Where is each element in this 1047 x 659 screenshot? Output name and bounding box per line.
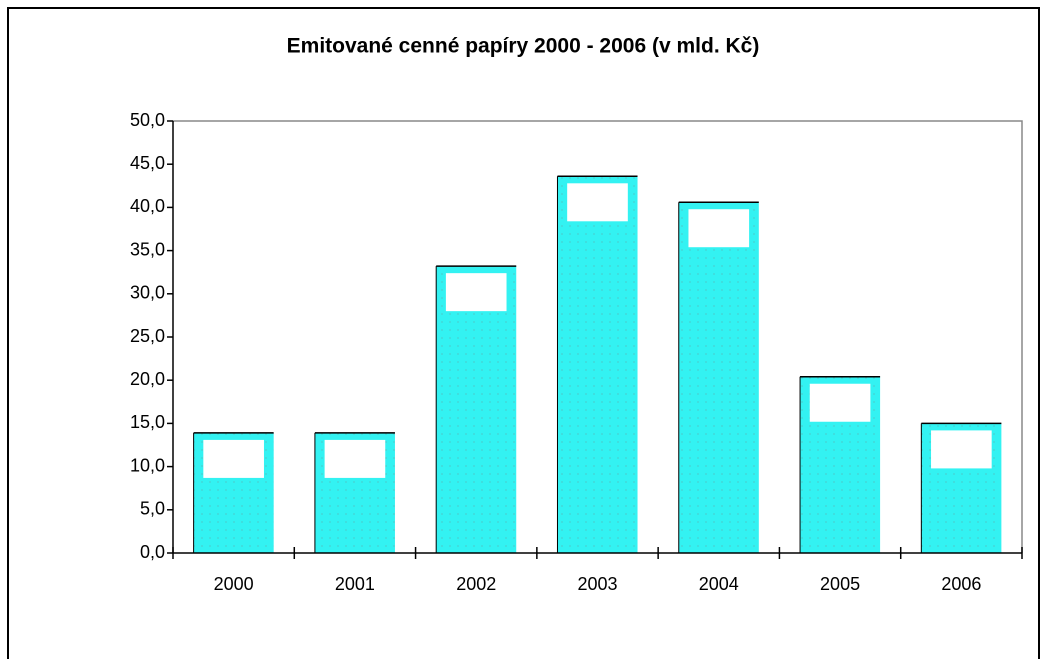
y-tick-label: 40,0 [130,196,165,216]
y-tick-label: 10,0 [130,455,165,475]
x-tick-label: 2005 [820,574,860,594]
label-box [809,383,871,422]
y-tick-label: 45,0 [130,153,165,173]
label-box [203,439,264,478]
plot-border [173,120,1023,553]
x-tick-label: 2002 [456,574,496,594]
chart-title: Emitované cenné papíry 2000 - 2006 (v ml… [287,35,760,58]
x-tick-label: 2004 [699,574,739,594]
label-box [688,209,750,248]
x-tick-label: 2006 [941,574,981,594]
x-tick-label: 2001 [335,574,375,594]
y-tick-label: 15,0 [130,412,165,432]
bar [436,266,517,553]
bar [557,176,638,553]
y-tick-label: 30,0 [130,283,165,303]
y-tick-label: 20,0 [130,369,165,389]
y-tick-label: 5,0 [140,499,165,519]
x-tick-label: 2000 [214,574,254,594]
label-box [567,183,628,222]
y-tick-label: 25,0 [130,326,165,346]
label-box [324,439,386,478]
label-box [931,430,992,469]
label-box [445,273,507,312]
x-tick-label: 2003 [577,574,617,594]
y-tick-label: 0,0 [140,542,165,562]
y-tick-label: 50,0 [130,110,165,130]
y-tick-label: 35,0 [130,239,165,259]
bar [678,202,759,553]
